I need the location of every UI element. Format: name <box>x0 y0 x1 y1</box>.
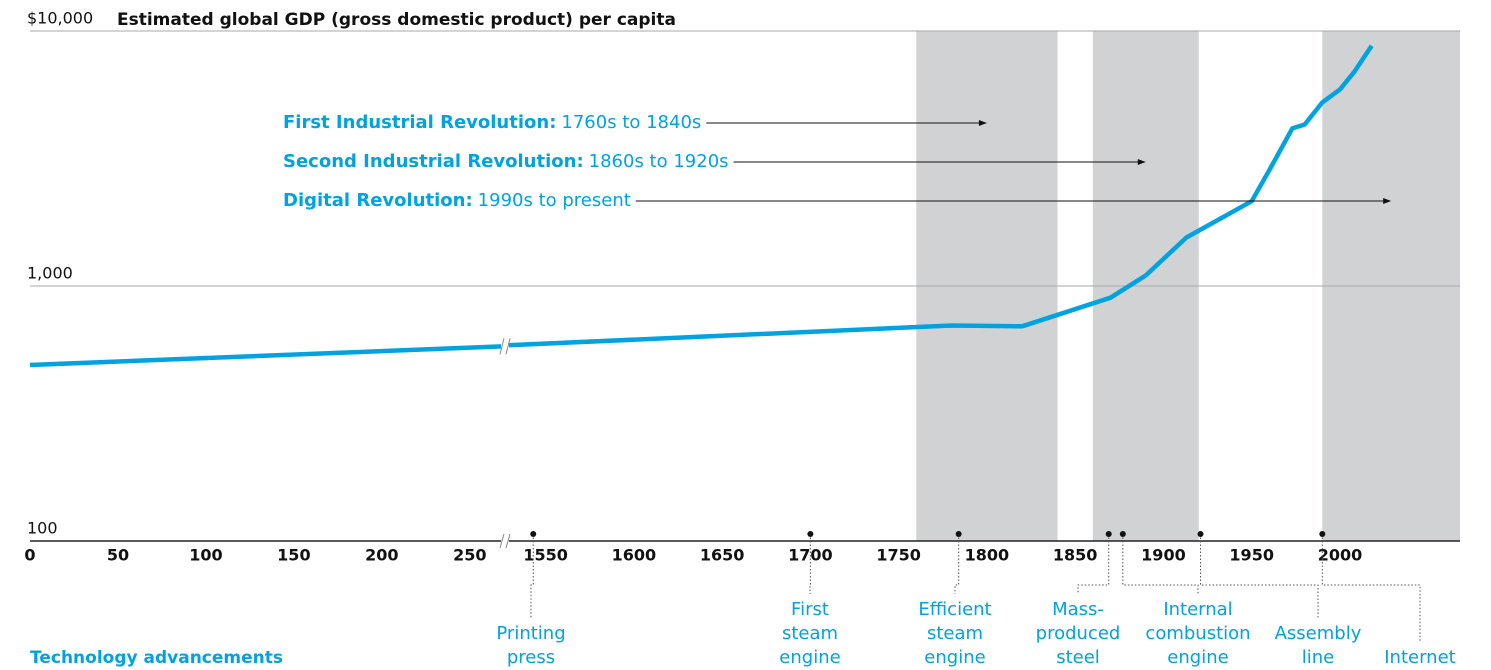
leader-line <box>1321 534 1421 642</box>
event-label: First <box>791 599 829 620</box>
event-label: Mass- <box>1052 599 1104 620</box>
grid <box>30 30 1460 542</box>
events-title: Technology advancements <box>30 648 283 668</box>
x-tick-label: 2000 <box>1318 546 1363 565</box>
arrow-head <box>1137 159 1146 165</box>
revolution-label: First Industrial Revolution: 1760s to 184… <box>283 112 701 133</box>
event-label: Efficient <box>918 599 991 620</box>
x-tick-label: 150 <box>277 546 310 565</box>
y-tick-label: $10,000 <box>27 9 93 28</box>
x-tick-label: 1800 <box>965 546 1010 565</box>
event-label: produced <box>1036 623 1121 644</box>
event-dot <box>1197 531 1204 537</box>
y-tick-label: 100 <box>27 519 58 538</box>
revolution-name: Second Industrial Revolution: <box>283 151 584 172</box>
leader-line <box>954 534 960 594</box>
event-dot <box>1105 531 1112 537</box>
event-dot <box>955 531 962 537</box>
x-tick-label: 1650 <box>700 546 745 565</box>
x-tick-label: 200 <box>365 546 398 565</box>
x-tick-label: 1600 <box>612 546 657 565</box>
line-break-gap <box>501 337 509 356</box>
revolution-name: Digital Revolution: <box>283 190 473 211</box>
axis-break-gap <box>501 533 509 549</box>
leader-line <box>1200 534 1319 618</box>
chart-title: Estimated global GDP (gross domestic pro… <box>117 10 676 30</box>
x-tick-label: 1550 <box>523 546 568 565</box>
line-break <box>499 338 511 355</box>
revolution-period: 1990s to present <box>478 190 631 211</box>
leader-line <box>1122 534 1199 594</box>
event-label: line <box>1302 647 1334 668</box>
event-label: engine <box>924 647 985 668</box>
axis-break <box>499 533 511 549</box>
event-label: engine <box>1167 647 1228 668</box>
x-tick-label: 1950 <box>1229 546 1274 565</box>
arrow-head <box>978 120 987 126</box>
x-tick-label: 100 <box>189 546 222 565</box>
x-tick-label: 50 <box>107 546 129 565</box>
x-tick-label: 0 <box>24 546 35 565</box>
event-label: Internet <box>1384 647 1455 668</box>
event-label: engine <box>779 647 840 668</box>
revolution-period: 1860s to 1920s <box>589 151 729 172</box>
gdp-line <box>29 44 1374 368</box>
revolution-period: 1760s to 1840s <box>561 112 701 133</box>
event-dot <box>1119 531 1126 537</box>
x-tick-label: 1900 <box>1141 546 1186 565</box>
event-label: combustion <box>1145 623 1250 644</box>
event-dot <box>530 531 537 537</box>
event-label: Assembly <box>1275 623 1362 644</box>
revolution-name: First Industrial Revolution: <box>283 112 556 133</box>
arrow-head <box>1383 198 1392 204</box>
y-tick-label: 1,000 <box>27 264 73 283</box>
event-label: press <box>507 647 555 668</box>
event-label: Printing <box>496 623 565 644</box>
event-label: steam <box>782 623 838 644</box>
leader-line <box>530 534 534 618</box>
x-tick-label: 1850 <box>1053 546 1098 565</box>
leader-line <box>1077 534 1110 594</box>
event-dot <box>807 531 814 537</box>
revolution-label: Digital Revolution: 1990s to present <box>283 190 631 211</box>
event-label: steel <box>1056 647 1100 668</box>
plot: 100 1,000 $10,000 0 50 100 150 200 250 1550 1600 16… <box>24 9 1455 669</box>
revolution-label: Second Industrial Revolution: 1860s to 19… <box>283 151 729 172</box>
x-tick-label: 1750 <box>876 546 921 565</box>
event-label: Internal <box>1163 599 1232 620</box>
event-dot <box>1319 531 1326 537</box>
event-label: steam <box>927 623 983 644</box>
x-tick-label: 250 <box>453 546 486 565</box>
